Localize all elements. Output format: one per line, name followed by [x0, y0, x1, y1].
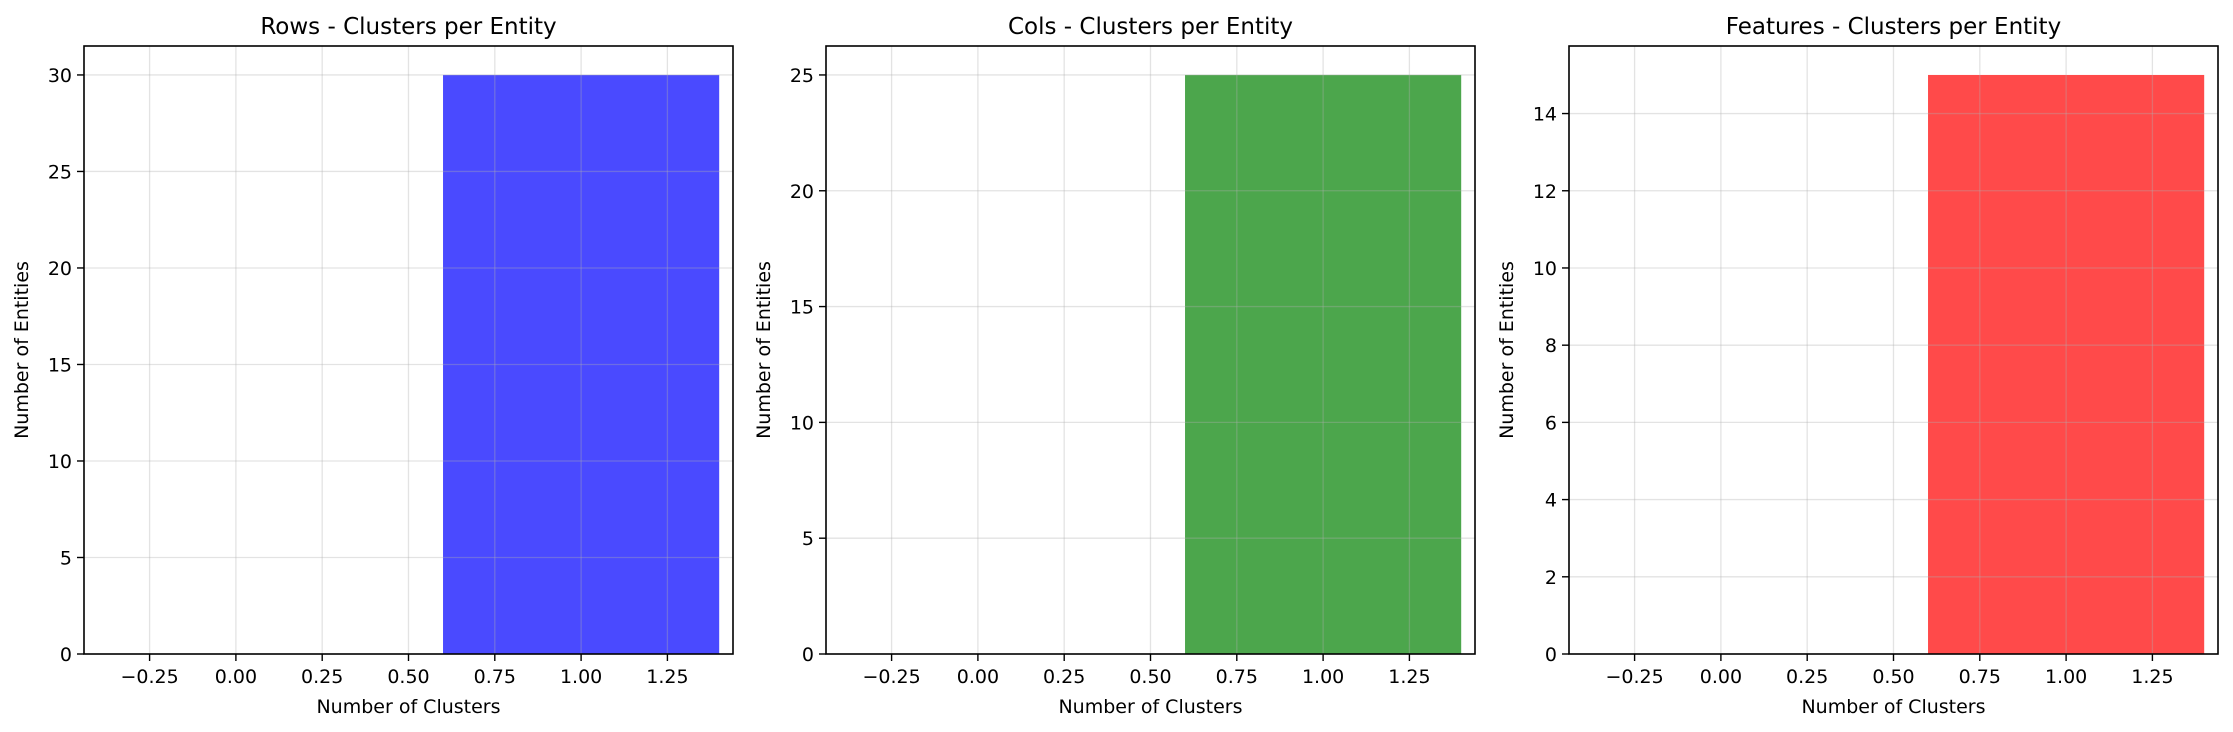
- y-tick-label: 0: [802, 644, 814, 666]
- x-tick-label: 1.25: [1388, 666, 1430, 688]
- x-tick-label: 0.25: [1786, 666, 1828, 688]
- y-tick-label: 6: [1545, 412, 1557, 434]
- y-tick-label: 10: [48, 451, 72, 473]
- chart-panel-2: −0.25 0.00 0.25 0.50 0.75 1.00 1.25 0 5 10 15 20 25 C…: [753, 14, 1476, 718]
- x-tick-label: 0.25: [1043, 666, 1085, 688]
- y-tick-label: 14: [1533, 104, 1557, 126]
- x-tick-label: 0.25: [301, 666, 343, 688]
- x-tick-label: 0.00: [1700, 666, 1742, 688]
- x-tick-label: 1.00: [560, 666, 602, 688]
- x-tick-label: 1.00: [2045, 666, 2087, 688]
- x-tick-label: 0.50: [387, 666, 429, 688]
- x-tick-label: −0.25: [1605, 666, 1663, 688]
- y-tick-label: 2: [1545, 567, 1557, 589]
- y-tick-label: 10: [790, 412, 814, 434]
- y-tick-label: 0: [60, 644, 72, 666]
- x-tick-label: 0.00: [957, 666, 999, 688]
- x-tick-label: 0.75: [1959, 666, 2001, 688]
- x-tick-label: 0.00: [215, 666, 257, 688]
- x-tick-label: 0.50: [1129, 666, 1171, 688]
- y-tick-label: 4: [1545, 490, 1557, 512]
- y-tick-label: 15: [48, 354, 72, 376]
- bar-1: [1928, 74, 2205, 654]
- y-tick-label: 25: [48, 161, 72, 183]
- bar-1: [1185, 74, 1462, 654]
- y-tick-label: 30: [48, 65, 72, 87]
- chart-title: Cols - Clusters per Entity: [1008, 14, 1293, 40]
- y-tick-label: 5: [60, 547, 72, 569]
- chart-title: Features - Clusters per Entity: [1726, 14, 2061, 40]
- y-tick-label: 5: [802, 528, 814, 550]
- x-tick-label: 0.50: [1872, 666, 1914, 688]
- x-tick-label: −0.25: [862, 666, 920, 688]
- x-tick-label: 0.75: [1216, 666, 1258, 688]
- y-tick-label: 8: [1545, 335, 1557, 357]
- chart-panel-3: −0.25 0.00 0.25 0.50 0.75 1.00 1.25 0 2 4 6 8 10 12 14…: [1496, 14, 2219, 718]
- x-tick-label: 1.25: [646, 666, 688, 688]
- x-axis-label: Number of Clusters: [1058, 696, 1242, 718]
- x-axis-label: Number of Clusters: [1801, 696, 1985, 718]
- y-axis-label: Number of Entities: [753, 261, 775, 439]
- y-tick-label: 15: [790, 297, 814, 319]
- y-tick-label: 25: [790, 65, 814, 87]
- y-axis-label: Number of Entities: [1496, 261, 1518, 439]
- chart-title: Rows - Clusters per Entity: [260, 14, 556, 40]
- y-tick-label: 0: [1545, 644, 1557, 666]
- x-tick-label: 0.75: [474, 666, 516, 688]
- y-axis-label: Number of Entities: [11, 261, 33, 439]
- y-tick-label: 10: [1533, 258, 1557, 280]
- x-tick-label: 1.00: [1302, 666, 1344, 688]
- x-tick-label: 1.25: [2131, 666, 2173, 688]
- y-tick-label: 20: [790, 181, 814, 203]
- x-tick-label: −0.25: [120, 666, 178, 688]
- x-axis-label: Number of Clusters: [316, 696, 500, 718]
- y-tick-label: 20: [48, 258, 72, 280]
- y-tick-label: 12: [1533, 181, 1557, 203]
- bar-1: [443, 74, 720, 654]
- chart-panel-1: −0.25 0.00 0.25 0.50 0.75 1.00 1.25 0 5 10 15 20 25 3…: [11, 14, 734, 718]
